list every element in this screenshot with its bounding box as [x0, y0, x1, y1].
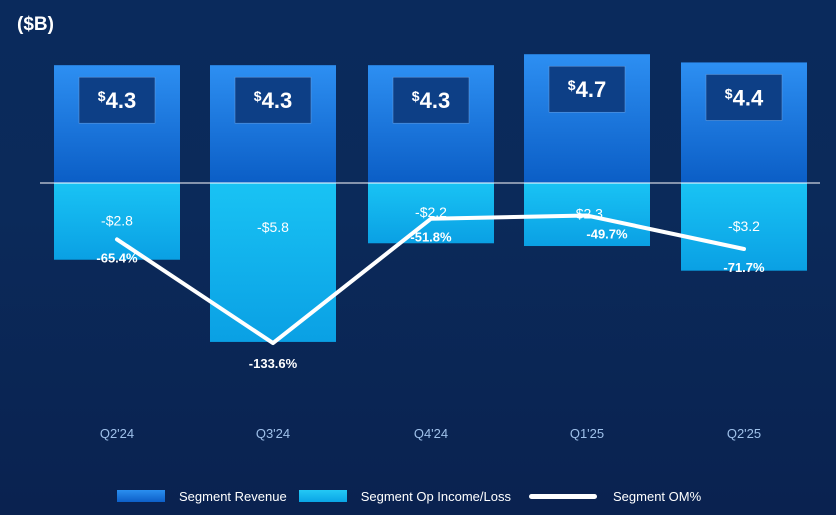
legend-swatch-revenue — [117, 490, 165, 502]
category-label: Q2'24 — [100, 426, 134, 441]
revenue-label-box — [234, 76, 312, 124]
om-data-label: -49.7% — [586, 227, 628, 242]
category-label: Q3'24 — [256, 426, 290, 441]
revenue-value: 4.3 — [420, 88, 451, 113]
legend-item-revenue: Segment Revenue — [117, 489, 287, 504]
om-data-label: -71.7% — [723, 260, 765, 275]
op-income-data-label: -$5.8 — [257, 219, 289, 235]
om-data-label: -133.6% — [249, 356, 298, 371]
unit-label: ($B) — [17, 14, 54, 35]
revenue-label-box — [705, 74, 783, 121]
revenue-data-label: $4.3 — [98, 88, 136, 113]
chart: $4.3-$2.8$4.3-$5.8$4.3-$2.2$4.7-$2.3$4.4… — [54, 54, 807, 441]
om-data-label: -51.8% — [410, 230, 452, 245]
legend-label-om: Segment OM% — [613, 488, 702, 504]
revenue-data-label: $4.3 — [412, 88, 450, 113]
revenue-value: 4.7 — [576, 77, 607, 102]
currency-symbol: $ — [725, 85, 733, 101]
op-income-data-label: -$2.2 — [415, 204, 447, 220]
op-income-bar — [681, 183, 807, 271]
op-income-bar — [210, 183, 336, 342]
revenue-data-label: $4.7 — [568, 77, 606, 102]
revenue-value: 4.4 — [733, 85, 764, 110]
legend-item-om: Segment OM% — [529, 489, 701, 504]
legend-swatch-om — [529, 493, 597, 499]
legend-swatch-op-income — [298, 490, 347, 502]
revenue-label-box — [392, 76, 470, 124]
currency-symbol: $ — [254, 88, 262, 104]
om-data-label: -65.4% — [96, 250, 138, 265]
category-label: Q1'25 — [570, 426, 604, 441]
category-label: Q2'25 — [727, 426, 761, 441]
revenue-data-label: $4.4 — [725, 85, 764, 110]
op-income-data-label: -$3.2 — [728, 218, 760, 234]
op-income-data-label: -$2.8 — [101, 212, 133, 228]
revenue-label-box — [78, 76, 156, 124]
revenue-data-label: $4.3 — [254, 88, 292, 113]
revenue-value: 4.3 — [262, 88, 293, 113]
currency-symbol: $ — [412, 88, 420, 104]
currency-symbol: $ — [568, 77, 576, 93]
op-income-bar — [368, 183, 494, 244]
currency-symbol: $ — [98, 88, 106, 104]
legend-label-revenue: Segment Revenue — [179, 488, 287, 504]
legend-label-op-income: Segment Op Income/Loss — [360, 488, 511, 504]
category-label: Q4'24 — [414, 426, 448, 441]
om-line — [115, 213, 746, 346]
revenue-value: 4.3 — [106, 88, 137, 113]
revenue-label-box — [548, 65, 626, 113]
legend: Segment Revenue Segment Op Income/Loss S… — [117, 487, 713, 505]
op-income-bar — [54, 183, 180, 260]
legend-item-op-income: Segment Op Income/Loss — [298, 488, 511, 504]
